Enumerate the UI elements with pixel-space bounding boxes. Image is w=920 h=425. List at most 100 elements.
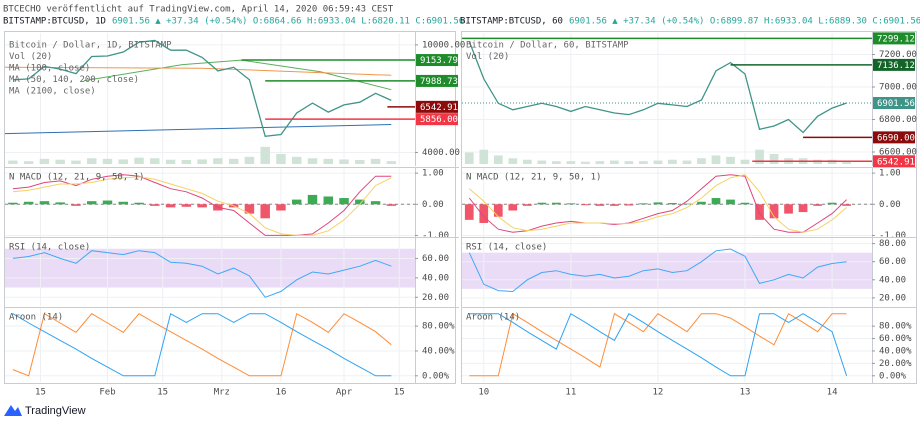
histogram-bar xyxy=(798,204,808,213)
volume-bar xyxy=(181,159,192,164)
price-line xyxy=(12,39,392,138)
volume-bar xyxy=(134,157,144,164)
histogram-bar xyxy=(386,204,397,206)
moving-average xyxy=(4,124,392,135)
legend-entry: Bitcoin / Dollar, 60, BITSTAMP xyxy=(466,41,629,51)
legend-entry: MA (100, close) xyxy=(9,64,90,74)
volume-bar xyxy=(71,160,81,164)
histogram-bar xyxy=(581,204,590,206)
pane-title: N MACD (12, 21, 9, 50, 1) xyxy=(466,173,601,183)
volume-bar xyxy=(102,158,113,164)
volume-bar xyxy=(55,159,65,164)
histogram-bar xyxy=(8,202,18,205)
volume-bar xyxy=(165,159,176,164)
legend-entry: MA (2100, close) xyxy=(9,87,96,97)
y-tick-label: 6600.00 xyxy=(879,148,917,158)
histogram-bar xyxy=(87,201,97,205)
rsi-band xyxy=(5,248,415,288)
histogram-bar xyxy=(537,202,547,205)
y-tick-label: 0.00% xyxy=(422,371,450,381)
histogram-bar xyxy=(566,203,576,205)
volume-bar xyxy=(370,158,381,164)
histogram-bar xyxy=(827,202,837,205)
volume-bar xyxy=(228,158,239,164)
y-tick-label: 80.00% xyxy=(422,322,455,332)
volume-bar xyxy=(276,153,286,164)
histogram-bar xyxy=(668,203,677,205)
volume-bar xyxy=(244,156,255,164)
level-label: 6542.91 xyxy=(420,103,458,113)
histogram-bar xyxy=(323,196,333,205)
y-tick-label: 0.00% xyxy=(879,371,907,381)
x-tick-label: 14 xyxy=(827,388,838,398)
volume-bar xyxy=(653,160,663,164)
histogram-bar xyxy=(493,204,503,217)
volume-bar xyxy=(23,161,34,164)
pane-title: RSI (14, close) xyxy=(466,243,547,253)
indicator-line xyxy=(468,174,847,233)
y-tick-label: 40.00% xyxy=(422,346,455,356)
histogram-bar xyxy=(23,201,34,205)
indicator-line xyxy=(469,312,847,377)
x-tick-label: 16 xyxy=(276,388,287,398)
y-tick-label: 0.00 xyxy=(879,200,901,210)
x-tick-label: 15 xyxy=(394,388,405,398)
histogram-bar xyxy=(682,203,692,205)
y-tick-label: 10000.00 xyxy=(422,40,465,50)
y-tick-label: 80.00% xyxy=(879,322,912,332)
volume-bar xyxy=(624,161,634,164)
histogram-bar xyxy=(726,199,735,205)
volume-bar xyxy=(668,159,677,164)
histogram-bar xyxy=(355,199,365,205)
histogram-bar xyxy=(755,204,764,220)
legend-entry: MA (50, 140, 200, close) xyxy=(9,75,139,85)
legend-entry: Bitcoin / Dollar, 1D, BITSTAMP xyxy=(9,41,172,51)
histogram-bar xyxy=(165,204,176,208)
histogram-bar xyxy=(697,201,706,205)
histogram-bar xyxy=(551,202,561,205)
histogram-bar xyxy=(479,204,489,223)
volume-bar xyxy=(118,159,128,164)
y-tick-label: 7000.00 xyxy=(879,83,917,93)
histogram-bar xyxy=(181,204,192,207)
y-tick-label: 60.00 xyxy=(422,254,449,264)
histogram-bar xyxy=(842,204,851,206)
level-label-box xyxy=(873,155,915,168)
volume-bar xyxy=(339,159,349,164)
histogram-bar xyxy=(197,204,207,208)
histogram-bar xyxy=(276,204,286,211)
volume-bar xyxy=(639,161,648,164)
volume-bar xyxy=(355,159,365,164)
histogram-bar xyxy=(102,200,113,205)
left-frame xyxy=(4,31,456,384)
indicator-line xyxy=(12,312,392,377)
quote: 6901.56 ▲ +37.34 (+0.54%) O:6864.66 H:69… xyxy=(112,17,464,27)
volume-bar xyxy=(522,159,532,164)
y-tick-label: 60.00% xyxy=(879,334,912,344)
x-tick-label: 11 xyxy=(565,388,576,398)
level-label: 7299.12 xyxy=(877,34,915,44)
indicator-line xyxy=(468,248,847,293)
histogram-bar xyxy=(740,202,750,205)
y-tick-label: 40.00% xyxy=(879,346,912,356)
y-tick-label: 40.00 xyxy=(879,275,906,285)
volume-bar xyxy=(697,158,706,164)
histogram-bar xyxy=(624,204,634,206)
volume-bar xyxy=(755,149,764,164)
y-tick-label: 20.00 xyxy=(422,293,449,303)
histogram-bar xyxy=(307,194,318,205)
level-label: 6690.00 xyxy=(877,133,915,143)
symbol-title: BITSTAMP:BTCUSD, 1D xyxy=(3,17,106,27)
quote: 6901.56 ▲ +37.34 (+0.54%) O:6899.87 H:69… xyxy=(569,17,920,27)
volume-bar xyxy=(464,152,474,164)
histogram-bar xyxy=(610,204,619,206)
publisher: BTCECHO veröffentlicht auf TradingView.c… xyxy=(3,5,394,15)
volume-bar xyxy=(386,161,397,164)
y-tick-label: 0.00 xyxy=(422,200,444,210)
volume-bar xyxy=(551,161,561,164)
level-label-box xyxy=(416,113,458,126)
indicator-line xyxy=(12,312,392,377)
right-frame xyxy=(461,31,917,384)
volume-bar xyxy=(581,161,590,164)
